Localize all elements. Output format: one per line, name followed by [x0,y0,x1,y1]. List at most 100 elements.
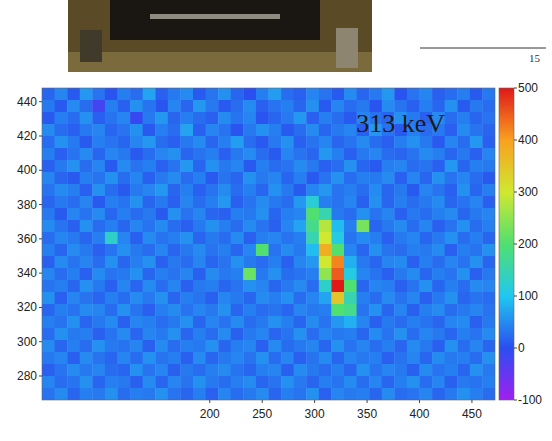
cell [55,208,68,220]
cell [369,340,382,352]
cell [294,376,307,388]
cell [445,100,458,112]
cell [369,184,382,196]
cell [470,364,483,376]
colorbar-tick-label: 200 [518,237,538,251]
cell [407,304,420,316]
cell [80,268,93,280]
cell [168,388,181,400]
cell [382,316,395,328]
cell [105,160,118,172]
cell [369,196,382,208]
cell [206,328,219,340]
cell [193,268,206,280]
cell [218,328,231,340]
cell [243,124,256,136]
cell [432,340,445,352]
cell [55,268,68,280]
cell [407,364,420,376]
cell [331,280,344,292]
cell [445,184,458,196]
cell [256,196,269,208]
x-tick-label: 250 [252,407,272,421]
cell [143,256,156,268]
cell [420,280,433,292]
cell [243,376,256,388]
cell [231,292,244,304]
cell [243,292,256,304]
cell [420,196,433,208]
cell [206,208,219,220]
cell [357,160,370,172]
cell [482,160,495,172]
cell [55,148,68,160]
cell [344,148,357,160]
cell [105,112,118,124]
cell [193,172,206,184]
cell [155,364,168,376]
cell [432,232,445,244]
cell [482,388,495,400]
cell [256,148,269,160]
cell [105,280,118,292]
cell [105,136,118,148]
cell [168,244,181,256]
cell [218,88,231,100]
cell [55,124,68,136]
cell [369,352,382,364]
cell [218,316,231,328]
cell [269,304,282,316]
cell [482,208,495,220]
cell [482,292,495,304]
cell [457,340,470,352]
cell [470,316,483,328]
cell [80,124,93,136]
cell [143,148,156,160]
cell [281,88,294,100]
cell [382,268,395,280]
cell [67,280,80,292]
cell [470,112,483,124]
cell [130,148,143,160]
cell [432,328,445,340]
cell [155,88,168,100]
cell [331,352,344,364]
cell [306,136,319,148]
cell [482,136,495,148]
cell [281,352,294,364]
cell [118,256,131,268]
cell [319,148,332,160]
cell [143,280,156,292]
cell [394,256,407,268]
cell [457,220,470,232]
cell [306,304,319,316]
cell [369,208,382,220]
cell [130,220,143,232]
cell [130,304,143,316]
cell [143,340,156,352]
x-tick [367,400,368,403]
cell [193,208,206,220]
cell [231,232,244,244]
cell [180,280,193,292]
cell [180,112,193,124]
cell [80,292,93,304]
cell [482,172,495,184]
cell [306,376,319,388]
cell [344,328,357,340]
cell [168,100,181,112]
cell [294,340,307,352]
cell [180,328,193,340]
cell [269,148,282,160]
cell [445,364,458,376]
cell [180,148,193,160]
cell [357,208,370,220]
cell [105,268,118,280]
cell [143,220,156,232]
cell [357,316,370,328]
cell [42,364,55,376]
cell [394,148,407,160]
cell [118,244,131,256]
cell [331,316,344,328]
y-tick [39,136,42,137]
